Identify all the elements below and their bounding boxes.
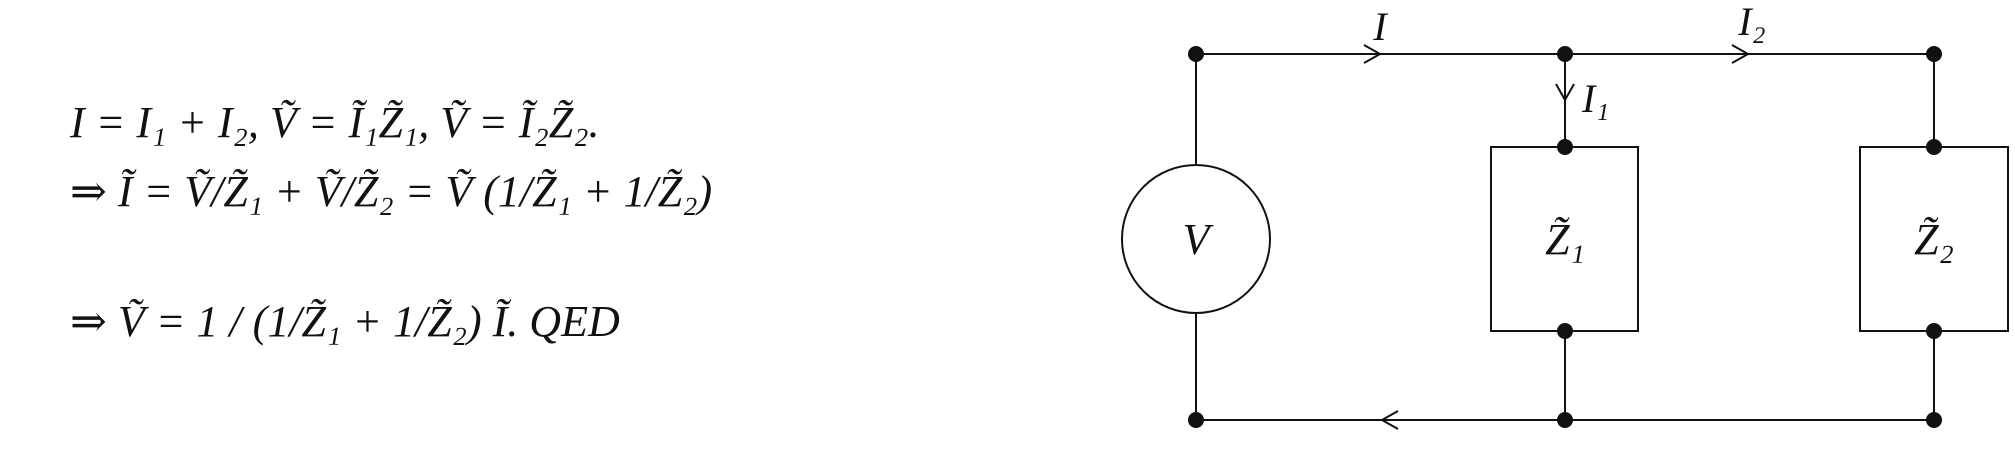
node-bottom-middle xyxy=(1557,412,1573,428)
node-z1-bottom xyxy=(1557,323,1573,339)
label-impedance2: Z̃₂ xyxy=(1914,215,1954,264)
label-current-branch1: I₁ xyxy=(1581,76,1609,121)
arrow-return xyxy=(1379,410,1399,430)
equation-line-1: I = I₁ + I₂, Ṽ = Ĩ₁Z̃₁, Ṽ = Ĩ₂Z̃₂. xyxy=(70,98,600,147)
arrow-current-branch1 xyxy=(1555,83,1575,103)
node-bottom-left xyxy=(1188,412,1204,428)
node-top-left xyxy=(1188,46,1204,62)
equation-line-2: ⇒ Ĩ = Ṽ/Z̃₁ + Ṽ/Z̃₂ = Ṽ (1/Z̃₁ + 1/Z̃₂) xyxy=(70,167,713,216)
label-impedance1: Z̃₁ xyxy=(1545,215,1585,264)
node-z1-top xyxy=(1557,139,1573,155)
voltage-source xyxy=(1121,164,1271,314)
node-z2-top xyxy=(1926,139,1942,155)
arrow-current-branch2 xyxy=(1731,44,1751,64)
arrow-current-total xyxy=(1363,44,1383,64)
node-top-middle xyxy=(1557,46,1573,62)
node-bottom-right xyxy=(1926,412,1942,428)
node-top-right xyxy=(1926,46,1942,62)
label-current-total: I xyxy=(1372,4,1388,49)
equation-line-3: ⇒ Ṽ = 1 / (1/Z̃₁ + 1/Z̃₂) Ĩ. QED xyxy=(70,297,620,346)
node-z2-bottom xyxy=(1926,323,1942,339)
label-source: V xyxy=(1183,215,1215,264)
label-current-branch2: I₂ xyxy=(1737,0,1765,44)
